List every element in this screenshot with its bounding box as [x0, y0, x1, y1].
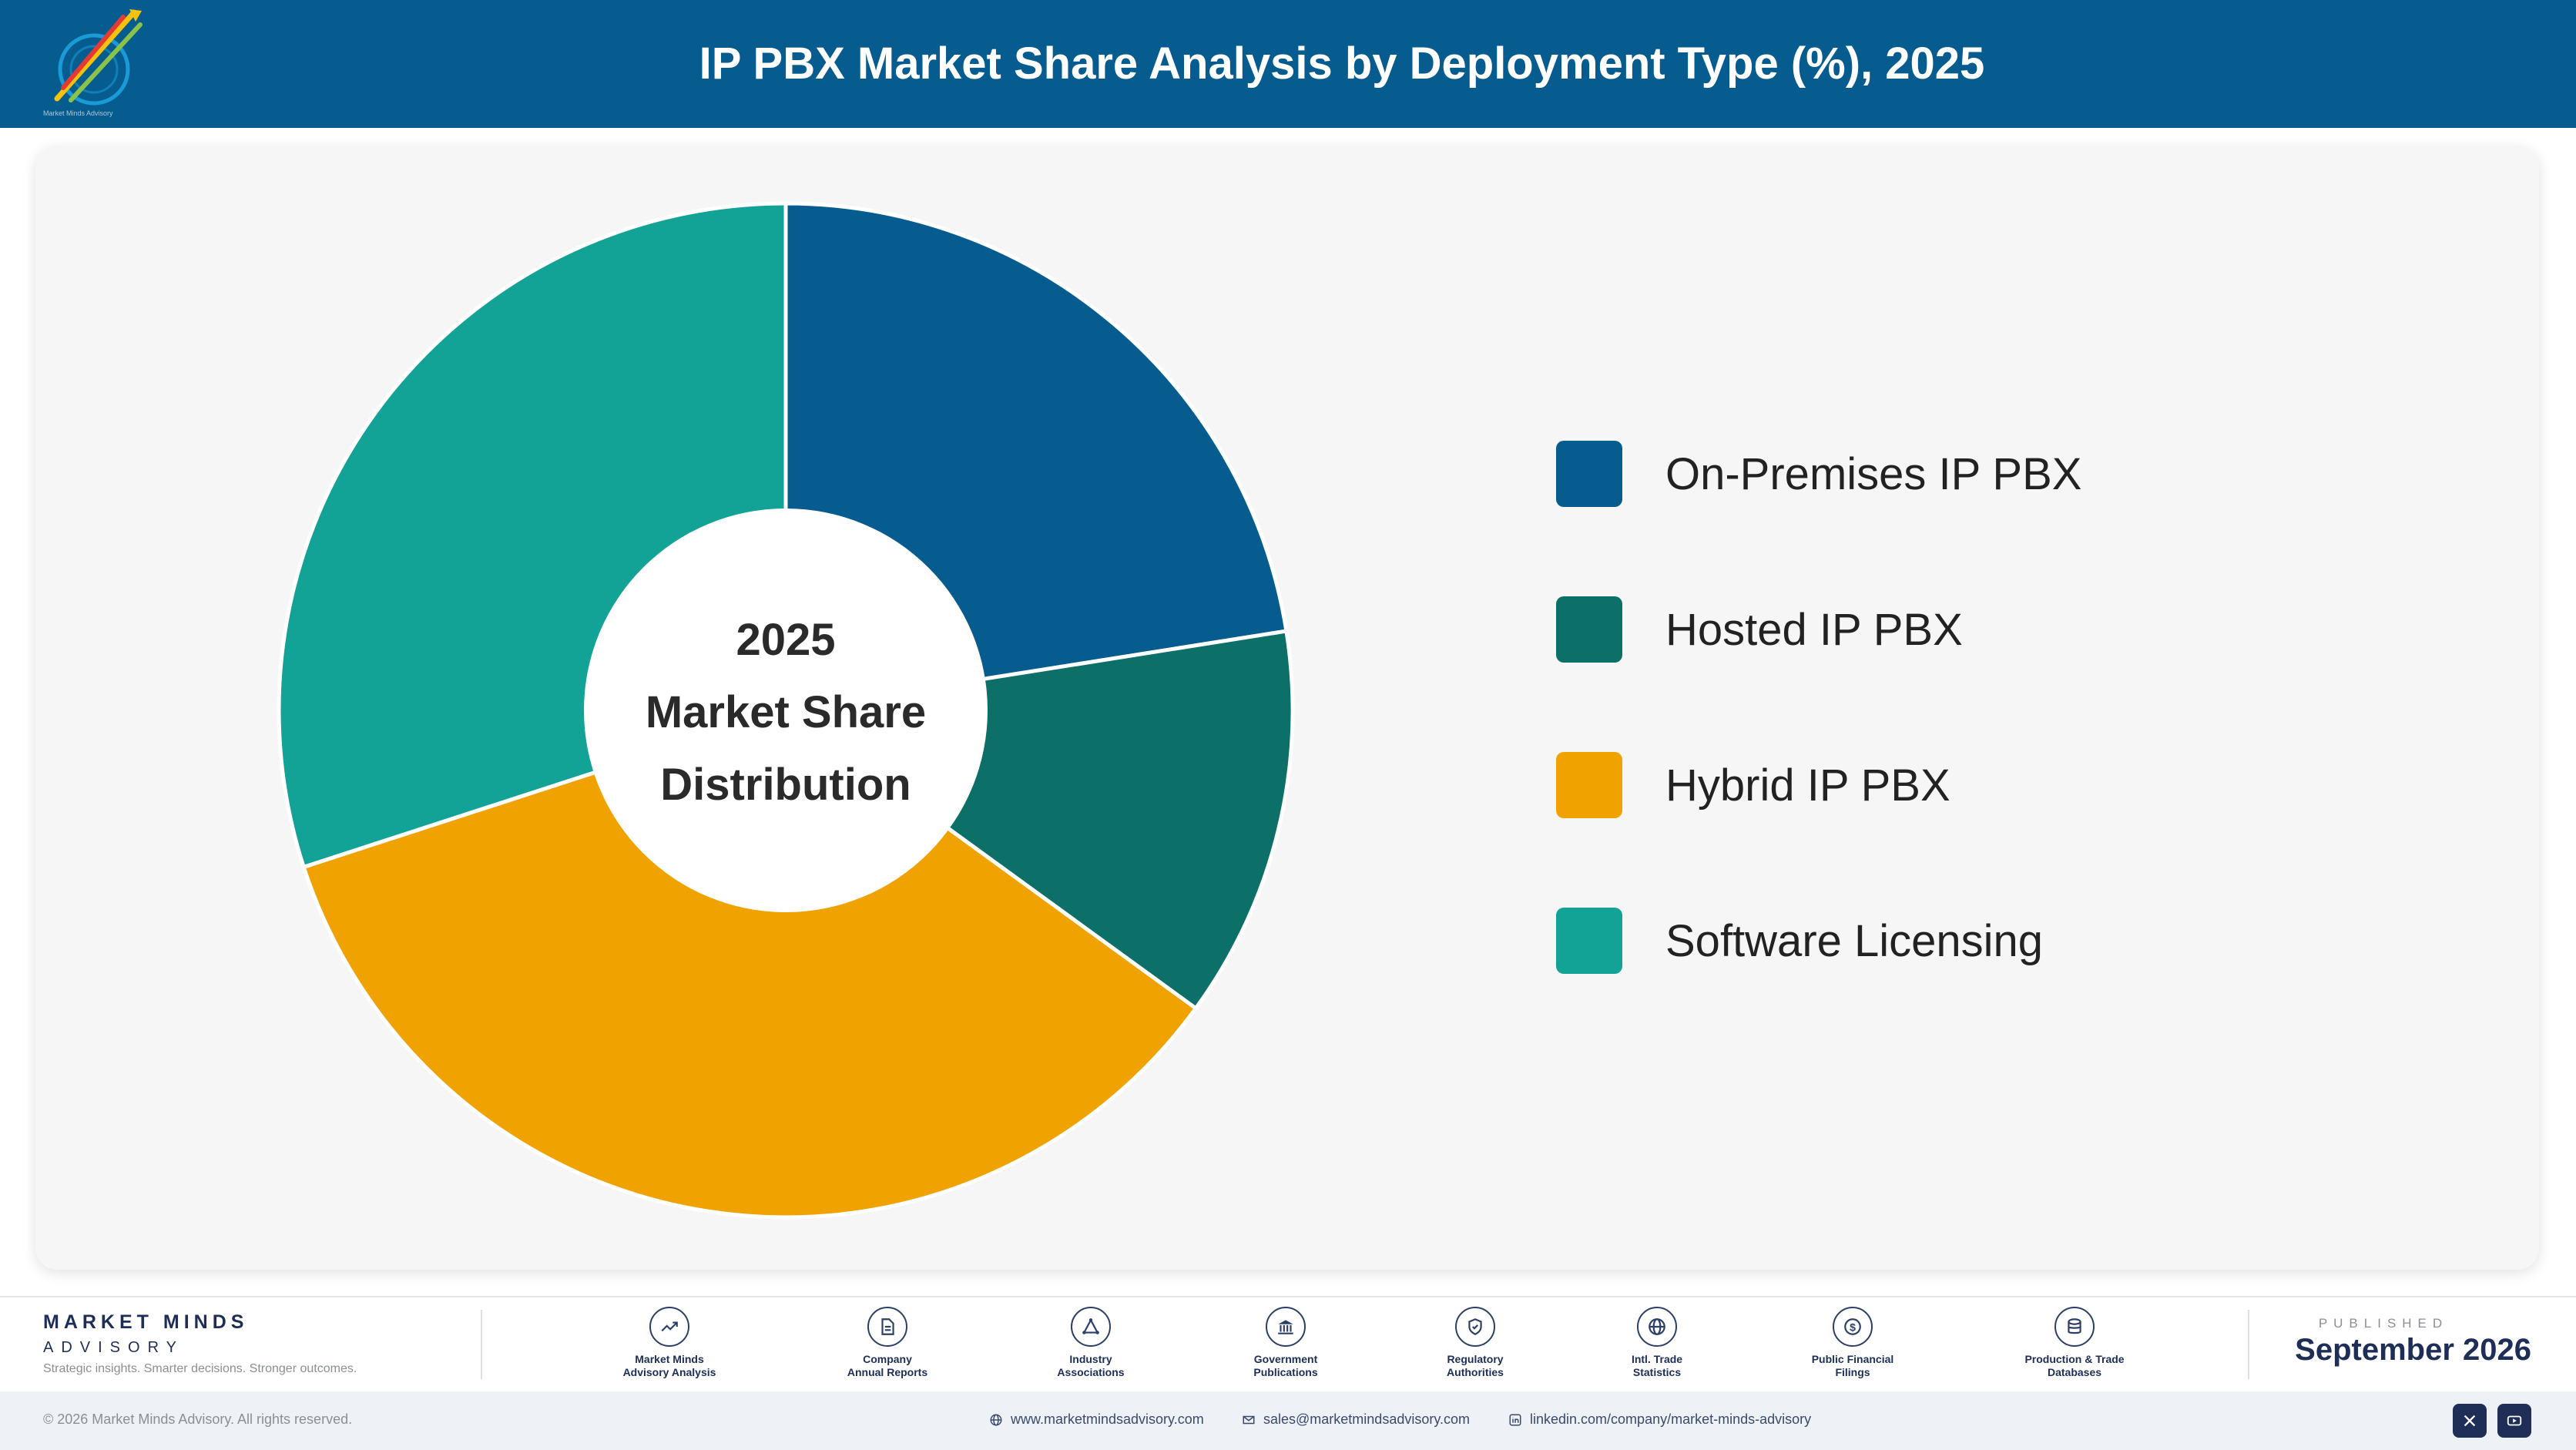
linkedin-icon — [1509, 1414, 1521, 1425]
source-item: Market Minds Advisory Analysis — [585, 1307, 754, 1379]
email-link[interactable]: sales@marketmindsadvisory.com — [1242, 1411, 1470, 1428]
center-label-line1: 2025 — [736, 615, 835, 665]
database-icon — [2054, 1307, 2095, 1347]
center-label-line3: Distribution — [660, 760, 911, 810]
center-label-line2: Market Share — [646, 687, 926, 737]
x-icon — [2464, 1415, 2476, 1427]
pie-chart: 2025 Market Share Distribution — [277, 201, 1295, 1220]
bottom-bar: © 2026 Market Minds Advisory. All rights… — [0, 1391, 2576, 1450]
website-link[interactable]: www.marketmindsadvisory.com — [989, 1411, 1204, 1428]
youtube-icon — [2507, 1415, 2522, 1426]
legend-swatch — [1556, 908, 1622, 974]
youtube-social-button[interactable] — [2497, 1404, 2531, 1438]
copyright-text: © 2026 Market Minds Advisory. All rights… — [43, 1411, 353, 1427]
mail-icon — [1243, 1415, 1255, 1424]
source-label: Intl. Trade Statistics — [1631, 1353, 1683, 1378]
pie-slice-hybrid-ip-pbx — [301, 708, 1199, 1220]
document-icon — [867, 1307, 907, 1347]
divider — [481, 1310, 482, 1379]
header-bar: Market Minds Advisory IP PBX Market Shar… — [0, 0, 2576, 128]
legend-item-on-premises: On-Premises IP PBX — [1556, 439, 2081, 509]
legend-label: Hosted IP PBX — [1665, 604, 1963, 655]
globe-icon — [990, 1414, 1002, 1425]
published-date: September 2026 — [2295, 1333, 2531, 1367]
x-social-button[interactable] — [2453, 1404, 2487, 1438]
source-item: Company Annual Reports — [803, 1307, 972, 1379]
legend-swatch — [1556, 441, 1622, 507]
legend-label: Software Licensing — [1665, 915, 2044, 966]
network-icon — [1071, 1307, 1111, 1347]
website-text: www.marketmindsadvisory.com — [1011, 1411, 1204, 1427]
source-item: $ Public Financial Filings — [1768, 1307, 1937, 1379]
source-item: Production & Trade Databases — [1990, 1307, 2159, 1379]
brand-name: MARKET MINDS — [43, 1311, 249, 1333]
shield-check-icon — [1455, 1307, 1495, 1347]
source-label: Industry Associations — [1057, 1353, 1125, 1378]
logo-text: Market Minds Advisory — [43, 109, 113, 117]
linkedin-text: linkedin.com/company/market-minds-adviso… — [1530, 1411, 1812, 1427]
linkedin-link[interactable]: linkedin.com/company/market-minds-adviso… — [1508, 1411, 1811, 1428]
source-item: Government Publications — [1201, 1307, 1370, 1379]
trend-icon — [649, 1307, 689, 1347]
page-title: IP PBX Market Share Analysis by Deployme… — [699, 39, 1985, 89]
legend-item-hosted: Hosted IP PBX — [1556, 595, 1963, 664]
legend-swatch — [1556, 752, 1622, 818]
divider — [2248, 1310, 2249, 1379]
footer: MARKET MINDS ADVISORY Strategic insights… — [0, 1296, 2576, 1391]
source-item: Intl. Trade Statistics — [1572, 1307, 1742, 1379]
brand-tagline: Strategic insights. Smarter decisions. S… — [43, 1362, 357, 1375]
brand-subname: ADVISORY — [43, 1339, 184, 1356]
center-hole — [584, 509, 988, 912]
source-item: Regulatory Authorities — [1390, 1307, 1560, 1379]
source-item: Industry Associations — [1006, 1307, 1176, 1379]
dollar-coin-icon: $ — [1833, 1307, 1873, 1347]
source-label: Public Financial Filings — [1811, 1353, 1894, 1378]
svg-text:$: $ — [1850, 1321, 1856, 1333]
legend-item-hybrid: Hybrid IP PBX — [1556, 750, 1950, 820]
globe-icon — [1637, 1307, 1677, 1347]
published-label: PUBLISHED — [2318, 1316, 2449, 1331]
legend-item-software-licensing: Software Licensing — [1556, 906, 2043, 975]
email-text: sales@marketmindsadvisory.com — [1263, 1411, 1471, 1427]
source-label: Government Publications — [1253, 1353, 1318, 1378]
source-label: Production & Trade Databases — [2024, 1353, 2125, 1378]
government-building-icon — [1266, 1307, 1306, 1347]
legend-label: On-Premises IP PBX — [1665, 448, 2082, 499]
legend-swatch — [1556, 596, 1622, 663]
legend-label: Hybrid IP PBX — [1665, 760, 1950, 811]
company-logo — [54, 9, 143, 106]
source-label: Company Annual Reports — [847, 1353, 928, 1378]
source-label: Regulatory Authorities — [1447, 1353, 1504, 1378]
source-label: Market Minds Advisory Analysis — [622, 1353, 716, 1378]
